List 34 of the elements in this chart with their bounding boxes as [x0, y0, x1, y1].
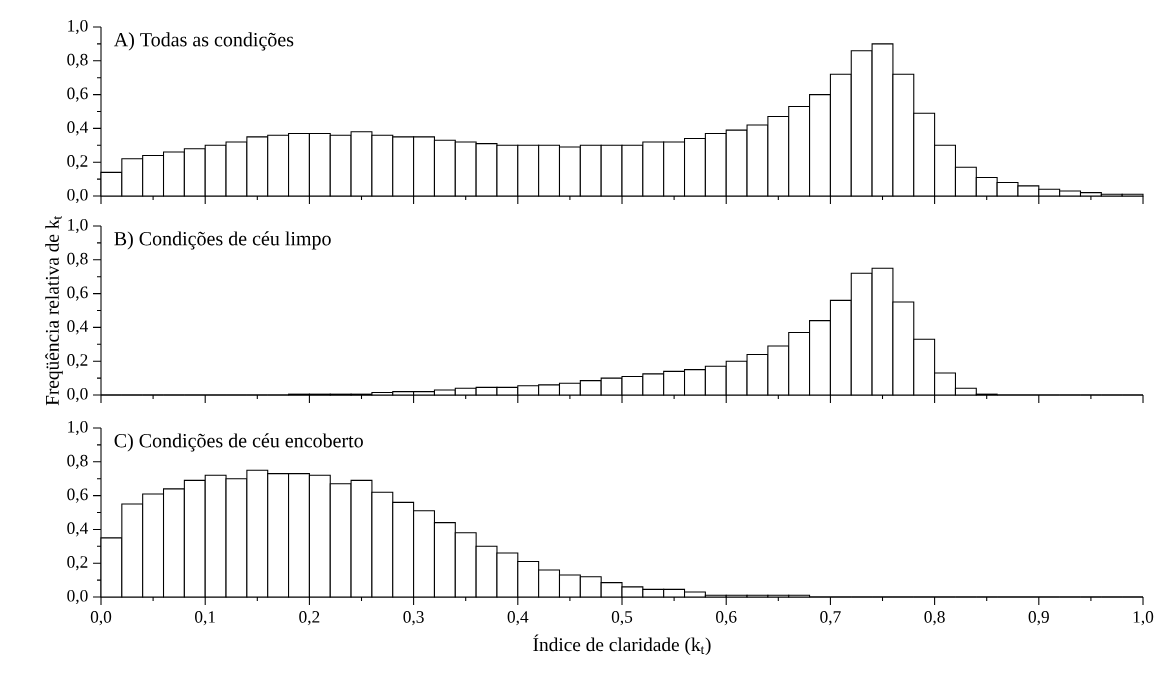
x-tick-label: 0,2 — [299, 611, 320, 626]
y-tick-label: 0,2 — [67, 354, 88, 369]
y-tick-label: 1,0 — [68, 218, 88, 234]
y-tick-label: 0,2 — [67, 556, 88, 571]
y-tick-label: 0,2 — [67, 155, 88, 170]
y-tick-label: 0,4 — [67, 121, 89, 136]
y-tick-label: 0,0 — [67, 589, 88, 605]
y-tick-label: 0,6 — [67, 488, 88, 503]
x-tick-label: 0,0 — [90, 611, 112, 626]
x-tick-label: 0,7 — [820, 611, 841, 626]
chart-title: A) Todas as condições — [113, 32, 294, 51]
y-tick-label: 1,0 — [68, 420, 88, 436]
y-tick-label: 0,8 — [67, 252, 88, 267]
x-tick-label: 0,5 — [611, 611, 633, 626]
y-tick-label: 0,6 — [67, 87, 88, 102]
y-tick-label: 0,4 — [67, 320, 89, 335]
y-tick-label: 0,8 — [67, 454, 88, 469]
y-tick-label: 0,4 — [67, 522, 89, 537]
y-tick-label: 0,0 — [67, 387, 88, 403]
x-axis-title: Índice de claridade (k$_{t}$) — [533, 634, 711, 656]
x-tick-label: 0,8 — [924, 611, 945, 626]
y-tick-label: 0,6 — [67, 286, 88, 301]
chart-title: B) Condições de céu limpo — [114, 231, 331, 250]
x-tick-label: 0,4 — [507, 611, 529, 626]
x-tick-label: 0,9 — [1028, 611, 1049, 626]
x-tick-label: 0,3 — [403, 611, 424, 626]
y-tick-label: 0,8 — [67, 53, 88, 68]
x-tick-label: 0,1 — [195, 611, 215, 626]
y-tick-label: 1,0 — [68, 19, 88, 35]
y-axis-title: Freqüência relativa de k$_{t}$ — [45, 215, 63, 406]
y-tick-label: 0,0 — [67, 188, 88, 204]
x-tick-label: 1,0 — [1133, 611, 1154, 626]
x-tick-label: 0,6 — [716, 611, 737, 626]
chart-title: C) Condições de céu encoberto — [114, 433, 363, 452]
